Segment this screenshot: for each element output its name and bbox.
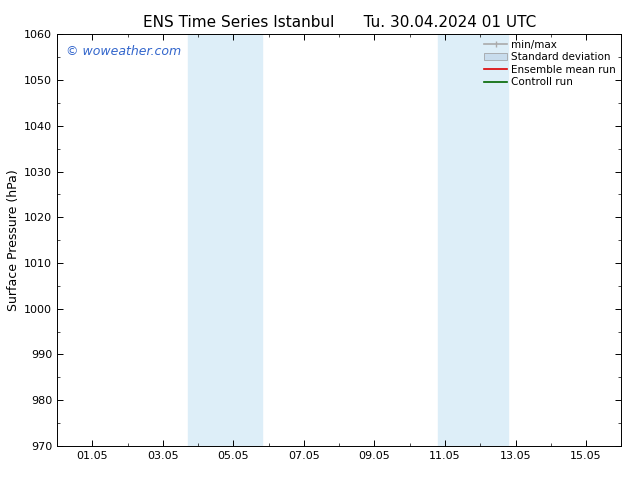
Bar <box>438 34 508 446</box>
Title: ENS Time Series Istanbul      Tu. 30.04.2024 01 UTC: ENS Time Series Istanbul Tu. 30.04.2024 … <box>143 15 536 30</box>
Bar <box>188 34 262 446</box>
Legend: min/max, Standard deviation, Ensemble mean run, Controll run: min/max, Standard deviation, Ensemble me… <box>482 37 618 89</box>
Text: © woweather.com: © woweather.com <box>65 45 181 58</box>
Y-axis label: Surface Pressure (hPa): Surface Pressure (hPa) <box>7 169 20 311</box>
